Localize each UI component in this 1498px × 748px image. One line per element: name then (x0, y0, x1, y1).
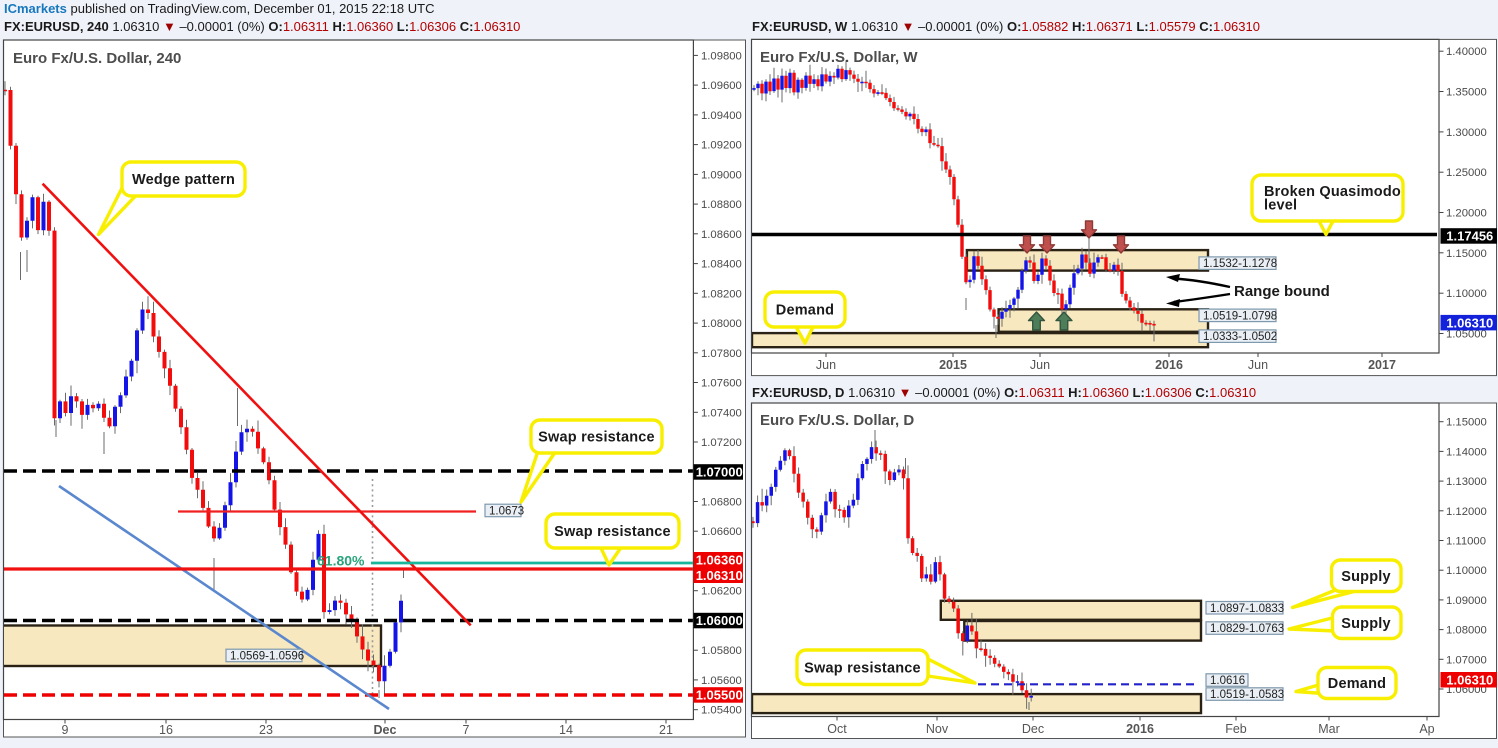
svg-text:14: 14 (559, 723, 573, 737)
svg-text:ICmarkets published on Trading: ICmarkets published on TradingView.com, … (4, 1, 434, 16)
svg-text:1.05500: 1.05500 (696, 688, 743, 703)
svg-text:21: 21 (659, 723, 673, 737)
svg-text:1.13000: 1.13000 (1446, 476, 1487, 488)
svg-text:1.20000: 1.20000 (1446, 208, 1487, 220)
svg-text:1.07200: 1.07200 (701, 437, 742, 449)
svg-text:1.06000: 1.06000 (696, 613, 743, 628)
svg-text:1.0333-1.0502: 1.0333-1.0502 (1203, 331, 1277, 343)
svg-text:1.10000: 1.10000 (1446, 288, 1487, 300)
svg-text:1.0829-1.0763: 1.0829-1.0763 (1210, 623, 1284, 635)
svg-text:1.0519-1.0583: 1.0519-1.0583 (1210, 689, 1284, 701)
svg-text:1.25000: 1.25000 (1446, 167, 1487, 179)
svg-text:Swap resistance: Swap resistance (554, 524, 671, 540)
svg-text:Jun: Jun (1030, 358, 1050, 372)
svg-text:1.07000: 1.07000 (696, 465, 743, 480)
svg-text:Dec: Dec (1022, 722, 1044, 736)
svg-text:61.80%: 61.80% (317, 553, 365, 569)
svg-text:Wedge pattern: Wedge pattern (132, 172, 235, 188)
svg-text:1.0616: 1.0616 (1210, 675, 1245, 687)
svg-text:2017: 2017 (1368, 358, 1396, 372)
svg-text:1.15000: 1.15000 (1446, 417, 1487, 429)
svg-text:Range bound: Range bound (1234, 283, 1330, 300)
svg-text:1.10000: 1.10000 (1446, 565, 1487, 577)
svg-text:Feb: Feb (1225, 722, 1247, 736)
svg-text:1.07000: 1.07000 (1446, 654, 1487, 666)
svg-text:1.05600: 1.05600 (701, 675, 742, 687)
svg-text:Swap resistance: Swap resistance (538, 430, 655, 446)
svg-text:Euro Fx/U.S. Dollar, W: Euro Fx/U.S. Dollar, W (760, 49, 918, 66)
svg-text:Oct: Oct (827, 722, 847, 736)
svg-text:1.08400: 1.08400 (701, 259, 742, 271)
svg-text:FX:EURUSD, W 1.06310 ▼ –0.0000: FX:EURUSD, W 1.06310 ▼ –0.00001 (0%) O:1… (752, 19, 1260, 34)
svg-text:1.06310: 1.06310 (1446, 315, 1493, 330)
svg-text:1.09800: 1.09800 (701, 50, 742, 62)
svg-text:1.1532-1.1278: 1.1532-1.1278 (1203, 258, 1277, 270)
svg-text:1.08200: 1.08200 (701, 288, 742, 300)
svg-text:Supply: Supply (1341, 569, 1391, 585)
svg-text:1.09000: 1.09000 (1446, 595, 1487, 607)
svg-text:Mar: Mar (1318, 722, 1340, 736)
svg-text:23: 23 (259, 723, 273, 737)
svg-text:Demand: Demand (1328, 676, 1386, 692)
svg-text:1.06310: 1.06310 (696, 568, 743, 583)
svg-text:1.06360: 1.06360 (696, 552, 743, 567)
svg-text:1.12000: 1.12000 (1446, 506, 1487, 518)
svg-text:1.35000: 1.35000 (1446, 87, 1487, 99)
svg-text:1.14000: 1.14000 (1446, 446, 1487, 458)
svg-text:1.05000: 1.05000 (1446, 329, 1487, 341)
svg-text:FX:EURUSD, D 1.06310 ▼ –0.0000: FX:EURUSD, D 1.06310 ▼ –0.00001 (0%) O:1… (752, 385, 1256, 400)
svg-text:1.08000: 1.08000 (1446, 625, 1487, 637)
svg-text:1.08000: 1.08000 (701, 318, 742, 330)
svg-text:1.0897-1.0833: 1.0897-1.0833 (1210, 603, 1284, 615)
svg-text:Euro Fx/U.S. Dollar, 240: Euro Fx/U.S. Dollar, 240 (13, 50, 181, 67)
svg-text:1.06200: 1.06200 (701, 586, 742, 598)
svg-text:1.06600: 1.06600 (701, 526, 742, 538)
svg-text:1.06800: 1.06800 (701, 497, 742, 509)
svg-text:level: level (1264, 198, 1297, 214)
svg-text:7: 7 (463, 723, 470, 737)
svg-text:1.30000: 1.30000 (1446, 127, 1487, 139)
svg-text:1.09000: 1.09000 (701, 169, 742, 181)
svg-text:1.05800: 1.05800 (701, 645, 742, 657)
svg-text:1.11000: 1.11000 (1446, 536, 1486, 548)
svg-text:1.40000: 1.40000 (1446, 46, 1487, 58)
svg-text:16: 16 (159, 723, 173, 737)
svg-text:1.0673: 1.0673 (489, 506, 524, 518)
svg-text:1.09200: 1.09200 (701, 140, 742, 152)
svg-text:Swap resistance: Swap resistance (804, 661, 921, 677)
svg-text:Demand: Demand (776, 303, 834, 319)
svg-text:Dec: Dec (374, 723, 397, 737)
svg-text:Euro Fx/U.S. Dollar, D: Euro Fx/U.S. Dollar, D (760, 412, 914, 429)
svg-text:Jun: Jun (816, 358, 836, 372)
svg-text:2016: 2016 (1155, 358, 1183, 372)
svg-text:Broken Quasimodo: Broken Quasimodo (1264, 184, 1401, 200)
svg-text:1.06310: 1.06310 (1446, 672, 1493, 687)
svg-text:1.0569-1.0596: 1.0569-1.0596 (230, 651, 304, 663)
svg-text:Supply: Supply (1341, 616, 1391, 632)
svg-text:1.08600: 1.08600 (701, 229, 742, 241)
svg-text:Nov: Nov (926, 722, 949, 736)
svg-text:1.09600: 1.09600 (701, 80, 742, 92)
svg-text:1.08800: 1.08800 (701, 199, 742, 211)
svg-text:Ap: Ap (1419, 722, 1434, 736)
svg-text:9: 9 (62, 723, 69, 737)
svg-text:1.09400: 1.09400 (701, 110, 742, 122)
svg-text:FX:EURUSD, 240 1.06310 ▼ –0.00: FX:EURUSD, 240 1.06310 ▼ –0.00001 (0%) O… (4, 19, 520, 34)
svg-text:2016: 2016 (1126, 722, 1154, 736)
svg-text:1.17456: 1.17456 (1446, 229, 1493, 244)
svg-text:1.07600: 1.07600 (701, 378, 742, 390)
svg-text:1.0519-1.0798: 1.0519-1.0798 (1203, 310, 1277, 322)
svg-text:1.07400: 1.07400 (701, 407, 742, 419)
svg-text:1.07800: 1.07800 (701, 348, 742, 360)
svg-text:1.15000: 1.15000 (1446, 248, 1487, 260)
svg-text:2015: 2015 (939, 358, 967, 372)
svg-text:1.05400: 1.05400 (701, 705, 742, 717)
svg-text:Jun: Jun (1248, 358, 1268, 372)
